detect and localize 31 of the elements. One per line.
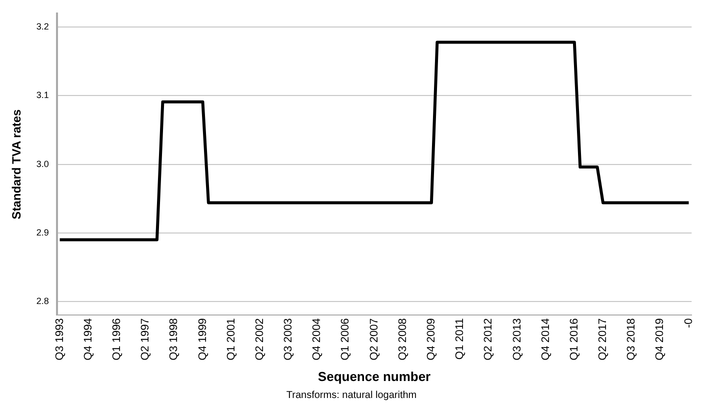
x-tick-label: Q1 2006: [340, 318, 352, 360]
text: Transforms: natural logarithm: [286, 390, 417, 401]
x-tick-label: Q1 2001: [225, 318, 238, 360]
x-tick-label: Q2 2017: [597, 318, 610, 360]
x-tick-label: Q2 2002: [254, 318, 266, 360]
x-tick-label: Q3 2013: [511, 318, 524, 360]
y-tick-label: 2.8: [36, 296, 49, 306]
x-tick-label: Q3 2008: [396, 318, 409, 360]
y-tick-label: 3.2: [36, 22, 49, 32]
x-tick-label: Q3 1998: [168, 318, 180, 360]
y-tick-label: 3.1: [36, 90, 49, 100]
x-tick-label: -0: [682, 318, 695, 328]
y-tick-label: 2.9: [36, 227, 49, 238]
x-tick-label: Q1 2011: [454, 318, 466, 360]
x-tick-label: Q4 2004: [311, 318, 324, 360]
x-tick-label: Q3 2018: [626, 318, 638, 360]
x-tick-label: Q2 2007: [368, 318, 380, 360]
x-tick-label: Q4 2014: [540, 318, 552, 360]
x-tick-label: Q4 1994: [82, 318, 94, 360]
x-tick-label: Q4 2009: [425, 318, 438, 360]
x-tick-label: Q4 1999: [196, 318, 209, 360]
x-axis-title: Sequence number: [318, 368, 431, 384]
x-tick-label: Q2 1997: [140, 318, 152, 360]
y-axis-title: Standard TVA rates: [10, 108, 24, 220]
x-tick-label: Q4 2019: [654, 318, 666, 360]
y-tick-label: 3.0: [36, 158, 49, 169]
x-tick-label: Q1 1996: [110, 318, 123, 360]
x-tick-label: Q2 2012: [482, 318, 495, 360]
x-tick-label: Q1 2016: [568, 318, 580, 360]
x-tick-label: Q3 1993: [54, 318, 66, 360]
x-tick-label: Q3 2003: [282, 318, 295, 360]
